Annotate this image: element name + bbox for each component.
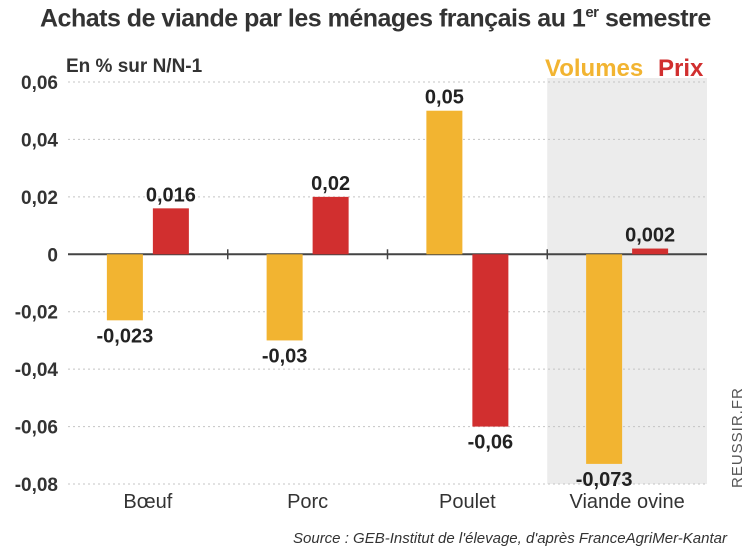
data-label: -0,03: [262, 345, 308, 367]
y-tick-label: 0: [47, 245, 58, 266]
data-label: 0,002: [625, 225, 675, 247]
bars: -0,023 -0,03 0,05 -0,073 0,016 0,02 -0,06 0,002: [97, 87, 676, 491]
bar-volumes: [586, 254, 623, 464]
bar-volumes: [426, 110, 463, 255]
bar-volumes: [266, 254, 303, 341]
source-note: Source : GEB-Institut de l'élevage, d'ap…: [293, 530, 727, 547]
y-tick-label: 0,02: [21, 188, 58, 209]
y-tick-label: 0,04: [21, 130, 58, 151]
legend-prix: Prix: [658, 55, 704, 82]
bar-prix: [472, 254, 509, 427]
gridlines: [68, 81, 707, 485]
y-axis-ticks: 0,06 0,04 0,02 0 -0,02 -0,04 -0,06 -0,08: [15, 73, 59, 496]
data-label: -0,023: [97, 325, 154, 347]
highlight-band: [547, 78, 707, 484]
legend-volumes: Volumes: [545, 55, 643, 82]
bar-prix: [632, 248, 669, 255]
bar-prix: [152, 208, 189, 255]
data-label: 0,016: [146, 184, 196, 206]
y-tick-label: -0,06: [15, 418, 58, 439]
bar-volumes: [106, 254, 143, 321]
y-axis-unit-label: En % sur N/N-1: [66, 56, 203, 77]
data-label: 0,05: [425, 87, 464, 109]
bar-prix: [312, 196, 349, 255]
chart-title: Achats de viande par les ménages françai…: [40, 4, 711, 33]
data-label: -0,06: [468, 432, 514, 454]
y-tick-label: -0,02: [15, 303, 58, 324]
y-tick-label: -0,04: [15, 360, 59, 381]
x-tick-label: Viande ovine: [569, 491, 684, 513]
x-tick-label: Bœuf: [123, 491, 172, 513]
x-tick-label: Porc: [287, 491, 328, 513]
credit-label: REUSSIR.FR: [729, 387, 746, 488]
data-label: -0,073: [576, 469, 633, 491]
x-axis-labels: Bœuf Porc Poulet Viande ovine: [123, 249, 685, 513]
data-label: 0,02: [311, 173, 350, 195]
y-tick-label: -0,08: [15, 475, 58, 496]
y-tick-label: 0,06: [21, 73, 58, 94]
x-tick-label: Poulet: [439, 491, 496, 513]
